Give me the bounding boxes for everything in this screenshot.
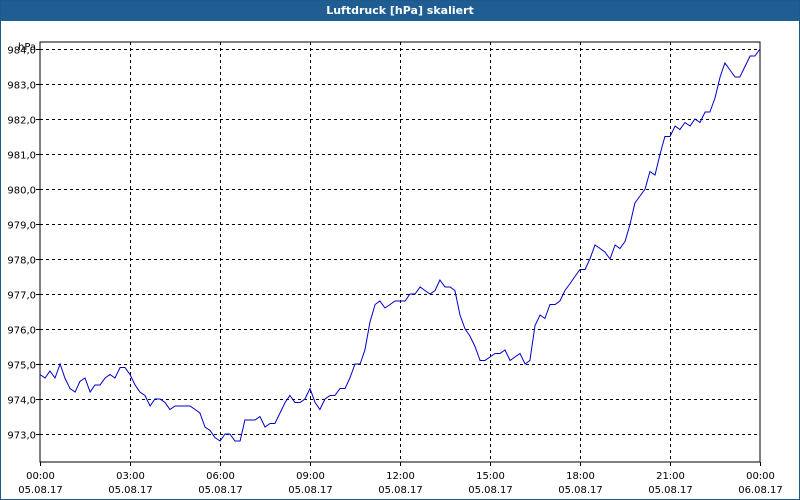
x-tick-date-label: 05.08.17 <box>288 485 333 496</box>
y-tick-label: 983,0 <box>7 81 36 92</box>
y-tick-label: 984,0 <box>7 46 36 57</box>
pressure-series-line <box>39 48 761 442</box>
y-tick-label: 980,0 <box>7 186 36 197</box>
y-tick-label: 975,0 <box>7 361 36 372</box>
y-tick-label: 976,0 <box>7 326 36 337</box>
x-tick-date-label: 05.08.17 <box>108 485 153 496</box>
x-tick-date-label: 05.08.17 <box>18 485 63 496</box>
y-tick-label: 974,0 <box>7 396 36 407</box>
y-tick-label: 981,0 <box>7 151 36 162</box>
grid-lines <box>40 42 760 462</box>
x-axis: 00:00 05.08.17 03:00 05.08.17 06:00 05.08.17 0… <box>18 462 783 496</box>
y-tick-label: 973,0 <box>7 431 36 442</box>
x-tick-time-label: 21:00 <box>656 471 685 482</box>
x-tick-time-label: 15:00 <box>476 471 505 482</box>
x-tick-date-label: 05.08.17 <box>468 485 513 496</box>
x-tick-date-label: 05.08.17 <box>378 485 423 496</box>
y-axis: 973,0 974,0 975,0 976,0 977,0 978,0 979,0 980,0… <box>7 46 40 442</box>
x-tick-time-label: 03:00 <box>116 471 145 482</box>
y-axis-unit-label: hPa <box>18 42 36 53</box>
x-tick-date-label: 05.08.17 <box>198 485 243 496</box>
chart-title: Luftdruck [hPa] skaliert <box>1 1 799 21</box>
x-tick-time-label: 12:00 <box>386 471 415 482</box>
y-tick-label: 978,0 <box>7 256 36 267</box>
series-layer <box>39 48 761 442</box>
x-tick-time-label: 00:00 <box>26 471 55 482</box>
y-tick-label: 977,0 <box>7 291 36 302</box>
x-tick-time-label: 09:00 <box>296 471 325 482</box>
x-tick-time-label: 06:00 <box>206 471 235 482</box>
x-tick-time-label: 00:00 <box>746 471 775 482</box>
x-tick-date-label: 06.08.17 <box>738 485 783 496</box>
x-tick-time-label: 18:00 <box>566 471 595 482</box>
x-tick-date-label: 05.08.17 <box>558 485 603 496</box>
y-tick-label: 979,0 <box>7 221 36 232</box>
y-tick-label: 982,0 <box>7 116 36 127</box>
x-tick-date-label: 05.08.17 <box>648 485 693 496</box>
